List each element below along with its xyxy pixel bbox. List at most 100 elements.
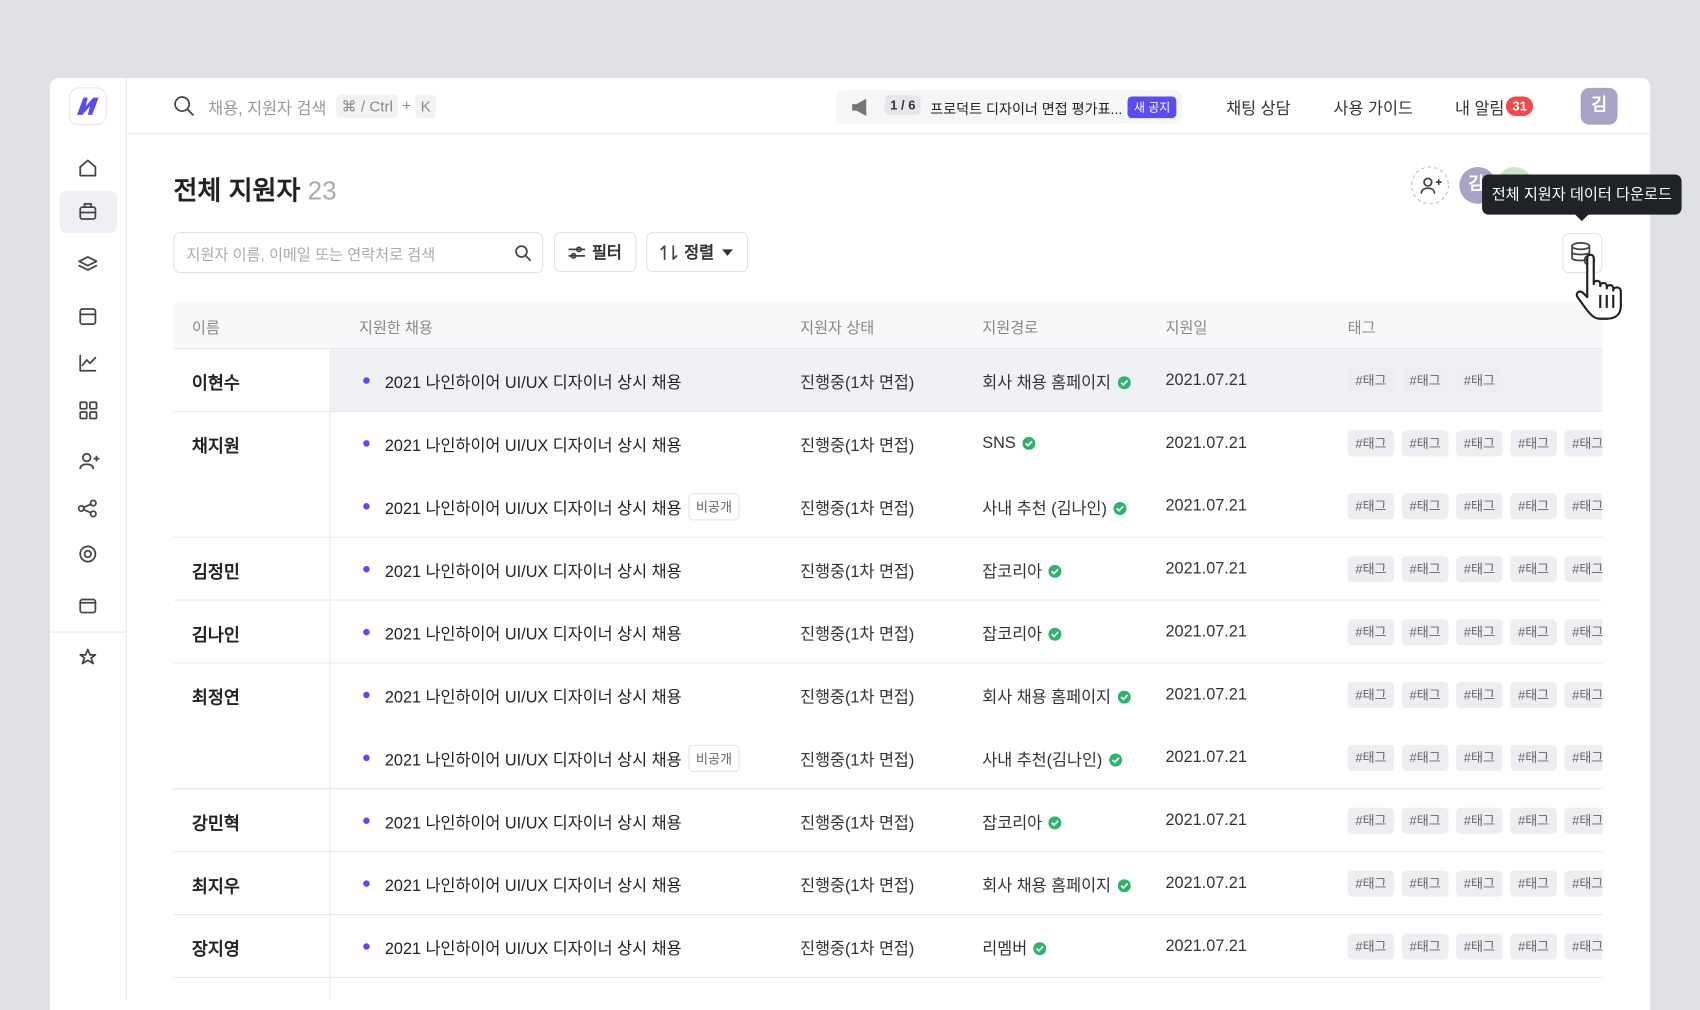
tag: #태그 <box>1347 744 1395 771</box>
source-text: 사내 추천(김나인) <box>982 751 1103 770</box>
page-title: 전체 지원자 23 <box>173 169 336 207</box>
sort-label: 정렬 <box>684 243 715 263</box>
verified-icon <box>1033 941 1047 955</box>
shortcut-chip: ⌘ / Ctrl <box>336 94 399 119</box>
tag: #태그 <box>1401 681 1449 708</box>
tag: #태그 <box>1510 493 1557 520</box>
applicant-search[interactable] <box>173 232 544 274</box>
tag: #태그 <box>1456 556 1503 583</box>
nav-link[interactable]: 채팅 상담 <box>1226 99 1291 119</box>
verified-icon <box>1117 878 1131 892</box>
tag: #태그 <box>1401 933 1449 960</box>
job-title: 2021 나인하이어 UI/UX 디자이너 상시 채용 <box>384 751 682 770</box>
sort-button[interactable]: 정렬 <box>646 232 748 273</box>
applied-date: 2021.07.21 <box>1165 559 1247 578</box>
applied-date: 2021.07.21 <box>1165 748 1247 767</box>
applicant-name: 김나인 <box>191 626 240 646</box>
column-header: 태그 <box>1347 318 1376 337</box>
job-title: 2021 나인하이어 UI/UX 디자이너 상시 채용 <box>384 499 682 519</box>
source: 잡코리아 <box>982 559 1062 582</box>
tag: #태그 <box>1347 619 1395 646</box>
status-dot <box>363 880 370 887</box>
tag: #태그 <box>1456 493 1503 520</box>
tag: #태그 <box>1347 556 1395 583</box>
applicant-status: 진행중(1차 면접) <box>800 499 915 519</box>
private-badge: 비공개 <box>688 744 740 772</box>
private-badge: 비공개 <box>688 493 740 521</box>
tag: #태그 <box>1347 367 1395 394</box>
download-button[interactable] <box>1562 233 1603 274</box>
tag: #태그 <box>1564 681 1603 708</box>
status-dot <box>363 754 370 762</box>
tooltip: 전체 지원자 데이터 다운로드 <box>1482 174 1682 215</box>
job-title: 2021 나인하이어 UI/UX 디자이너 상시 채용 <box>384 374 682 393</box>
status-dot <box>363 817 370 824</box>
source: 리멤버 <box>982 937 1047 960</box>
applied-date: 2021.07.21 <box>1165 936 1247 956</box>
search-icon <box>515 245 532 262</box>
applied-date: 2021.07.21 <box>1165 810 1247 830</box>
column-header: 지원일 <box>1165 318 1208 337</box>
nav-link[interactable]: 내 알림 <box>1454 99 1505 119</box>
applied-date: 2021.07.21 <box>1165 370 1247 390</box>
search-icon <box>174 96 194 116</box>
tag: #태그 <box>1347 807 1395 834</box>
user-avatar[interactable]: 김 <box>1580 87 1618 125</box>
row-divider <box>173 662 1603 664</box>
tag: #태그 <box>1347 681 1395 708</box>
job-title: 2021 나인하이어 UI/UX 디자이너 상시 채용 <box>384 436 682 456</box>
tag: #태그 <box>1456 681 1503 708</box>
tag: #태그 <box>1347 870 1395 897</box>
tag: #태그 <box>1510 619 1557 646</box>
invite-button[interactable] <box>1411 166 1450 205</box>
global-search[interactable]: 채용, 지원자 검색 <box>208 99 327 119</box>
tag: #태그 <box>1401 807 1449 834</box>
applied-date: 2021.07.21 <box>1165 685 1247 704</box>
notice-text[interactable]: 프로덕트 디자이너 면접 평가표... <box>930 100 1123 118</box>
verified-icon <box>1048 564 1062 578</box>
tag: #태그 <box>1456 870 1503 897</box>
source-text: 회사 채용 홈페이지 <box>982 688 1112 707</box>
source: 사내 추천 (김나인) <box>982 497 1127 520</box>
source: 잡코리아 <box>982 811 1062 834</box>
tag: #태그 <box>1456 430 1503 457</box>
status-dot <box>363 691 370 699</box>
applied-date: 2021.07.21 <box>1165 873 1247 893</box>
verified-icon <box>1113 501 1127 515</box>
tag: #태그 <box>1564 619 1603 646</box>
tag: #태그 <box>1456 807 1503 834</box>
source-text: 잡코리아 <box>982 814 1043 833</box>
row-divider <box>173 788 1603 790</box>
job-title: 2021 나인하이어 UI/UX 디자이너 상시 채용 <box>384 562 682 582</box>
status-dot <box>363 440 370 447</box>
nav-link[interactable]: 사용 가이드 <box>1333 99 1413 119</box>
filter-button[interactable]: 필터 <box>554 232 636 273</box>
applicant-name: 김정민 <box>191 563 240 583</box>
row-divider <box>173 851 1603 853</box>
tag: #태그 <box>1347 493 1395 520</box>
megaphone-icon <box>852 98 867 117</box>
status-dot <box>363 628 370 636</box>
row-divider <box>173 410 1603 412</box>
tag: #태그 <box>1564 556 1603 583</box>
status-dot <box>363 943 370 950</box>
verified-icon <box>1048 627 1062 641</box>
verified-icon <box>1117 375 1131 389</box>
caret <box>721 248 733 256</box>
applied-date: 2021.07.21 <box>1165 496 1247 515</box>
applicant-status: 진행중(1차 면접) <box>800 625 915 645</box>
tag: #태그 <box>1401 744 1449 771</box>
applicant-name: 최지우 <box>191 878 240 897</box>
applicant-status: 진행중(1차 면접) <box>800 939 915 959</box>
source: 잡코리아 <box>982 622 1062 645</box>
verified-icon <box>1048 815 1062 829</box>
applicant-status: 진행중(1차 면접) <box>800 562 915 582</box>
tag: #태그 <box>1401 556 1449 583</box>
tag: #태그 <box>1401 619 1449 646</box>
source-text: 리멤버 <box>982 939 1028 959</box>
tag: #태그 <box>1401 430 1449 457</box>
tag: #태그 <box>1456 619 1503 646</box>
applicant-table: 이름 지원한 채용 지원자 상태 지원경로 지원일 태그 이현수 2021 나인하이어 UI/… <box>173 302 1603 1000</box>
